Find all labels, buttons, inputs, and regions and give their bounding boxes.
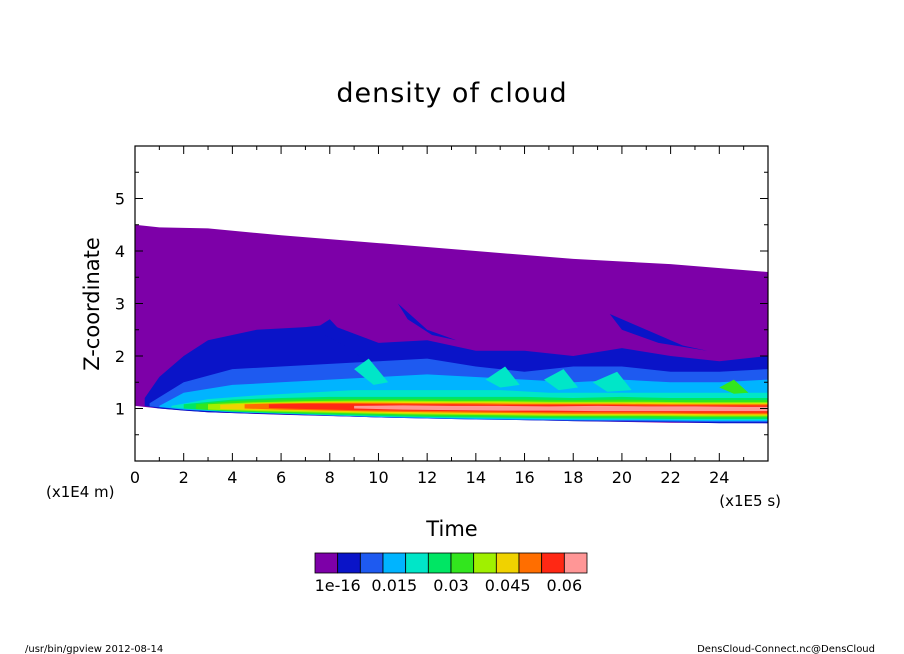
y-axis-label: Z-coordinate (80, 237, 104, 371)
x-tick-label: 20 (612, 468, 632, 487)
y-tick-label: 4 (115, 242, 125, 261)
x-tick-label: 24 (709, 468, 729, 487)
plot-area (135, 224, 768, 424)
colorbar-swatch (359, 552, 384, 574)
colorbar-label: 0.015 (371, 576, 417, 595)
x-tick-label: 8 (325, 468, 335, 487)
x-axis-label: Time (425, 517, 477, 541)
x-tick-label: 18 (563, 468, 583, 487)
contour-plume-6 (592, 371, 632, 392)
x-axis: 0 2 4 6 8 10 12 14 16 18 20 22 24 (130, 146, 745, 487)
x-tick-label: 14 (466, 468, 486, 487)
colorbar-label: 0.045 (485, 576, 531, 595)
y-axis: 1 2 3 4 5 (115, 171, 768, 436)
chart-title: density of cloud (336, 78, 567, 109)
colorbar: 1e-16 0.015 0.03 0.045 0.06 (314, 552, 588, 595)
y-tick-label: 1 (115, 400, 125, 419)
footer-right: DensCloud-Connect.nc@DensCloud (697, 644, 875, 654)
colorbar-label: 0.03 (433, 576, 469, 595)
x-tick-label: 22 (660, 468, 680, 487)
contour-plume-7 (719, 379, 749, 394)
colorbar-label: 1e-16 (315, 576, 361, 595)
contour-plume-2 (609, 314, 708, 351)
colorbar-label: 0.06 (547, 576, 583, 595)
contour-plume-4 (485, 366, 520, 388)
colorbar-swatch (518, 552, 543, 574)
colorbar-swatch (541, 552, 565, 574)
colorbar-swatch (450, 552, 475, 574)
x-tick-label: 16 (514, 468, 534, 487)
colorbar-swatch (563, 552, 588, 574)
y-tick-label: 2 (115, 347, 125, 366)
colorbar-swatch (427, 552, 452, 574)
colorbar-swatch (382, 552, 407, 574)
x-tick-label: 12 (417, 468, 437, 487)
colorbar-swatch (473, 552, 497, 574)
contour-plume-3 (354, 358, 389, 385)
contour-plume-0 (317, 319, 359, 356)
x-tick-label: 6 (276, 468, 286, 487)
y-tick-label: 3 (115, 295, 125, 314)
x-tick-label: 2 (179, 468, 189, 487)
footer-left: /usr/bin/gpview 2012-08-14 (25, 644, 163, 654)
x-tick-label: 4 (227, 468, 237, 487)
colorbar-swatch (495, 552, 520, 574)
colorbar-swatch (314, 552, 339, 574)
x-tick-label: 10 (368, 468, 388, 487)
y-tick-label: 5 (115, 190, 125, 209)
contour-region-11 (354, 405, 768, 412)
y-axis-unit: (x1E4 m) (46, 483, 115, 501)
contour-plume-5 (544, 369, 579, 391)
colorbar-swatch (405, 552, 429, 574)
x-tick-label: 0 (130, 468, 140, 487)
colorbar-swatch (337, 552, 361, 574)
x-axis-unit: (x1E5 s) (719, 492, 781, 510)
